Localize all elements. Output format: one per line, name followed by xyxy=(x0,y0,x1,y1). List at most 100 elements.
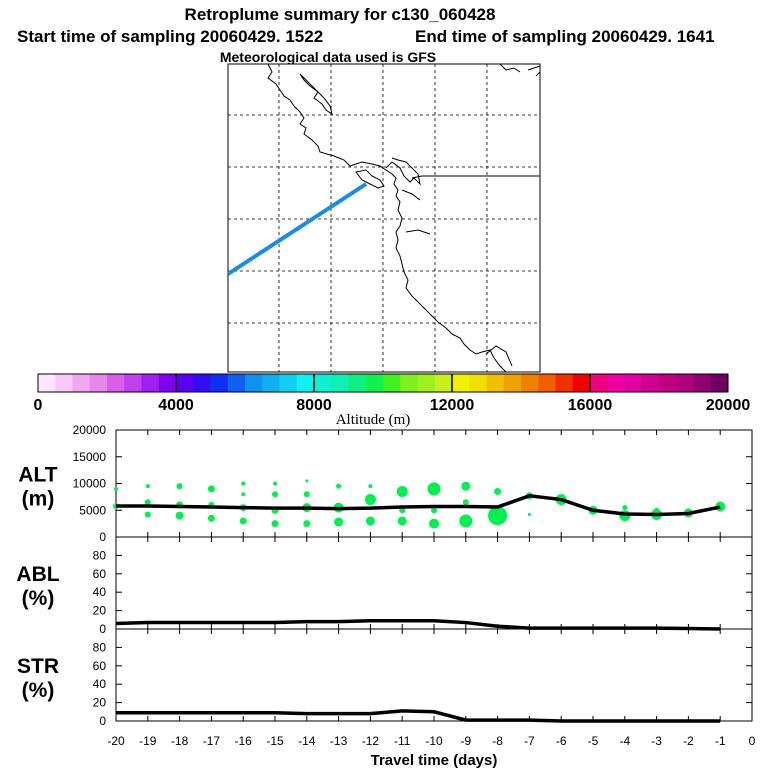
x-tick-label: -16 xyxy=(235,734,253,748)
panel-label: ABL xyxy=(16,563,59,586)
y-tick-label: 60 xyxy=(93,659,107,673)
colorbar-ticks: 0 4000 8000 12000 16000 20000 xyxy=(34,374,750,414)
x-tick-label: -13 xyxy=(330,734,348,748)
met-data-label: Meteorological data used is GFS xyxy=(220,49,436,65)
altitude-point xyxy=(241,492,246,497)
panel-unit: (%) xyxy=(22,587,55,610)
x-tick-label: -17 xyxy=(203,734,221,748)
colorbar-swatch xyxy=(193,374,211,392)
altitude-point xyxy=(144,499,151,506)
altitude-point xyxy=(527,513,531,517)
altitude-point xyxy=(397,516,407,526)
altitude-point xyxy=(207,514,215,522)
map-frame xyxy=(227,63,541,373)
str-line xyxy=(116,709,721,723)
altitude-point xyxy=(114,486,118,491)
x-tick-label: 0 xyxy=(749,734,756,748)
x-tick-label: -4 xyxy=(619,734,630,748)
colorbar-swatch xyxy=(210,374,229,392)
altitude-point xyxy=(241,481,246,486)
y-tick-label: 0 xyxy=(99,530,106,544)
colorbar-swatch xyxy=(158,374,177,392)
colorbar-swatch xyxy=(469,374,487,392)
altitude-point xyxy=(239,517,247,525)
x-tick-label: -20 xyxy=(107,734,125,748)
colorbar-swatch xyxy=(676,374,694,392)
colorbar-swatch xyxy=(710,374,729,392)
altitude-point xyxy=(396,486,408,498)
colorbar-tick-label: 12000 xyxy=(430,397,475,414)
altitude-point xyxy=(144,511,151,518)
colorbar-swatch xyxy=(434,374,453,392)
colorbar-title: Altitude (m) xyxy=(336,412,411,428)
y-tick-label: 5000 xyxy=(79,503,106,517)
map-gridlines xyxy=(228,64,540,372)
panel-alt: 0 5000 10000 15000 20000 ALT(m) xyxy=(18,423,753,544)
trajectory-line xyxy=(226,182,368,276)
colorbar-swatch xyxy=(607,374,625,392)
colorbar-swatch xyxy=(124,374,142,392)
colorbar-swatch xyxy=(590,374,608,392)
colorbar-swatch xyxy=(624,374,643,392)
colorbar-swatch xyxy=(279,374,298,392)
y-tick-label: 60 xyxy=(93,567,107,581)
colorbar-frame xyxy=(37,373,729,393)
colorbar-swatch xyxy=(521,374,539,392)
y-tick-label: 80 xyxy=(93,640,107,654)
y-tick-label: 0 xyxy=(99,622,106,636)
x-tick-label: -9 xyxy=(460,734,471,748)
altitude-point xyxy=(462,499,469,506)
altitude-point xyxy=(273,481,277,486)
altitude-point xyxy=(364,494,376,506)
colorbar-tick-label: 16000 xyxy=(568,397,613,414)
colorbar-swatch xyxy=(400,374,418,392)
colorbar-swatch xyxy=(296,374,315,392)
y-tick-label: 20 xyxy=(93,604,107,618)
time-series-panels: 05000100001500020000ALT(m)020406080ABL(%… xyxy=(16,423,755,768)
x-tick-label: -12 xyxy=(362,734,380,748)
altitude-point xyxy=(305,479,309,483)
colorbar-swatch xyxy=(659,374,677,392)
altitude-colorbar: 0 4000 8000 12000 16000 20000 Altitude (m) xyxy=(34,373,750,428)
altitude-point xyxy=(145,484,150,489)
colorbar-swatch xyxy=(55,374,73,392)
colorbar-swatch xyxy=(72,374,91,392)
altitude-point xyxy=(368,484,373,489)
altitude-point xyxy=(303,520,311,528)
altitude-point xyxy=(271,520,279,528)
colorbar-swatch xyxy=(348,374,367,392)
x-tick-label: -3 xyxy=(651,734,662,748)
altitude-mean-line xyxy=(116,494,721,517)
altitude-point xyxy=(176,483,183,490)
colorbar-swatch xyxy=(555,374,574,392)
colorbar-swatch xyxy=(38,374,56,392)
panel-frame xyxy=(115,536,753,630)
y-tick-label: 80 xyxy=(93,548,107,562)
colorbar-swatch xyxy=(417,374,436,392)
x-tick-label: -7 xyxy=(524,734,535,748)
abl-line xyxy=(115,618,721,631)
altitude-point xyxy=(175,511,184,520)
x-tick-label: -14 xyxy=(298,734,316,748)
colorbar-tick-label: 0 xyxy=(34,397,43,414)
altitude-point xyxy=(207,485,215,493)
altitude-point xyxy=(336,483,342,489)
altitude-point xyxy=(459,514,473,528)
figure-title: Retroplume summary for c130_060428 xyxy=(185,5,496,24)
altitude-point xyxy=(494,488,502,496)
altitude-point xyxy=(334,517,344,527)
panel-abl: 0 20 40 60 80 ABL(%) xyxy=(16,536,753,636)
map-panel xyxy=(226,63,541,373)
colorbar-swatch xyxy=(452,374,470,392)
panel-unit: (%) xyxy=(22,679,55,702)
altitude-point xyxy=(431,507,437,514)
altitude-point xyxy=(488,506,508,526)
colorbar-swatch xyxy=(89,374,108,392)
altitude-point xyxy=(427,482,441,496)
colorbar-swatch xyxy=(572,374,591,392)
colorbar-swatch xyxy=(314,374,332,392)
x-tick-label: -15 xyxy=(266,734,284,748)
colorbar-swatch xyxy=(486,374,505,392)
